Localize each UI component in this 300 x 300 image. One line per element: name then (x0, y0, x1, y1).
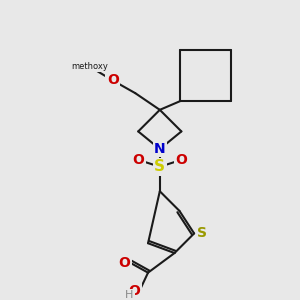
Text: S: S (197, 226, 207, 240)
Text: O: O (176, 153, 187, 167)
Text: N: N (154, 142, 166, 156)
Text: O: O (128, 284, 140, 298)
Text: O: O (118, 256, 130, 270)
Text: O: O (107, 74, 119, 87)
Text: S: S (154, 159, 165, 174)
Text: O: O (132, 153, 144, 167)
Text: methoxy: methoxy (71, 62, 108, 71)
Text: H: H (125, 290, 134, 300)
